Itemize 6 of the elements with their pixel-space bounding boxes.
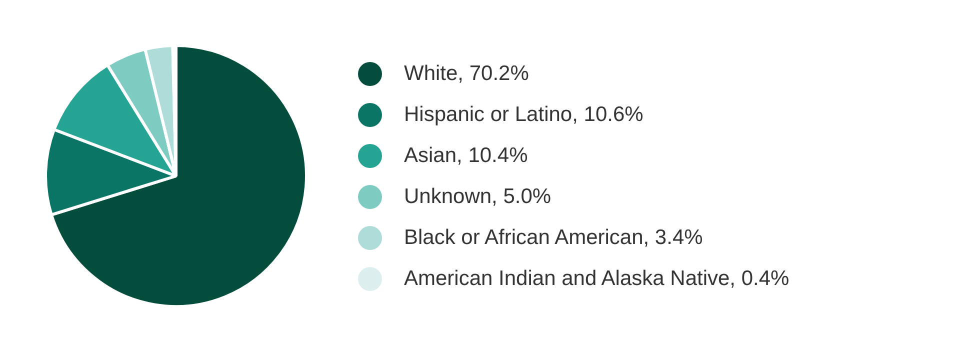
legend-label: Black or African American, 3.4% (404, 226, 703, 250)
legend-label: Hispanic or Latino, 10.6% (404, 102, 644, 126)
legend-label: Unknown, 5.0% (404, 184, 552, 208)
legend-label: American Indian and Alaska Native, 0.4% (404, 266, 790, 290)
legend-label: White, 70.2% (404, 62, 529, 86)
legend-label: Asian, 10.4% (404, 144, 528, 168)
